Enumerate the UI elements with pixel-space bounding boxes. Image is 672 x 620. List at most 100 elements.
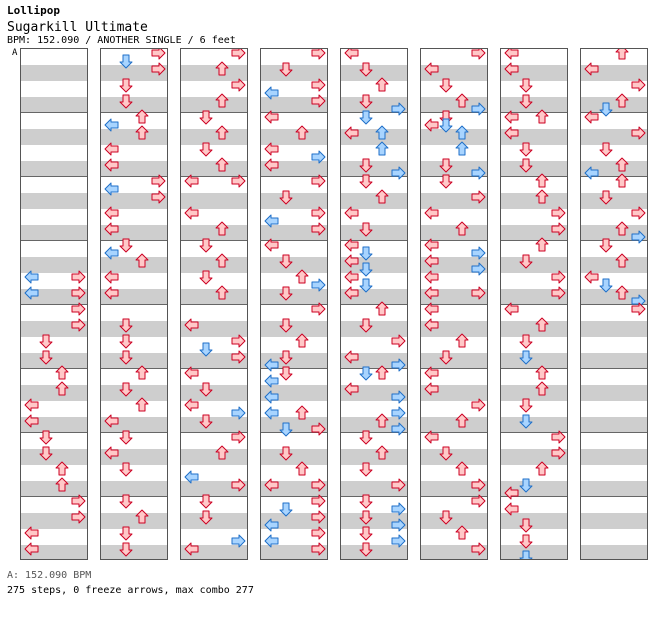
measure-line [581, 240, 647, 241]
measure-line [581, 432, 647, 433]
arrow-down-icon [599, 238, 613, 253]
measure-line [101, 112, 167, 113]
arrow-right-icon [471, 49, 486, 60]
beat-stripe [501, 289, 567, 305]
arrow-up-icon [535, 365, 549, 380]
notes-layer [584, 49, 646, 316]
measure-line [421, 240, 487, 241]
beat-stripe [581, 193, 647, 209]
chart-info: BPM: 152.090 / ANOTHER SINGLE / 6 feet [7, 35, 236, 46]
arrow-left-icon [104, 142, 119, 156]
beat-stripe [421, 97, 487, 113]
arrow-down-icon [359, 494, 373, 509]
beat-stripe [341, 513, 407, 529]
beat-stripe [341, 321, 407, 337]
arrow-right-icon [471, 398, 486, 412]
arrow-left-icon [424, 318, 439, 332]
notes-layer [424, 49, 486, 556]
arrow-right-icon [391, 166, 406, 180]
arrow-right-icon [391, 102, 406, 116]
arrow-down-icon [359, 246, 373, 261]
measure-line [581, 176, 647, 177]
arrow-up-icon [375, 141, 389, 156]
beat-stripe [101, 353, 167, 369]
arrow-right-icon [471, 542, 486, 556]
arrow-down-icon [439, 510, 453, 525]
beat-stripe [101, 257, 167, 273]
beat-stripe [101, 481, 167, 497]
arrow-up-icon [295, 405, 309, 420]
beat-stripe [21, 257, 87, 273]
arrow-up-icon [535, 317, 549, 332]
arrow-down-icon [279, 286, 293, 301]
beat-stripe [421, 417, 487, 433]
measure-line [181, 112, 247, 113]
arrow-up-icon [535, 381, 549, 396]
arrow-down-icon [39, 446, 53, 461]
beat-stripe [21, 353, 87, 369]
arrow-right-icon [471, 166, 486, 180]
arrow-down-icon [119, 430, 133, 445]
arrow-right-icon [471, 478, 486, 492]
beat-stripe [581, 385, 647, 401]
arrow-left-icon [264, 214, 279, 228]
arrow-left-icon [504, 302, 519, 316]
measure-line [261, 432, 327, 433]
arrow-left-icon [184, 366, 199, 380]
arrow-right-icon [551, 430, 566, 444]
arrow-left-icon [504, 62, 519, 76]
arrow-down-icon [519, 158, 533, 173]
song-title: Lollipop [7, 4, 60, 17]
arrow-right-icon [151, 190, 166, 204]
arrow-down-icon [119, 462, 133, 477]
beat-stripe [421, 513, 487, 529]
arrow-up-icon [535, 237, 549, 252]
arrow-right-icon [71, 270, 86, 284]
arrow-left-icon [184, 206, 199, 220]
arrow-up-icon [215, 93, 229, 108]
measure-line [421, 496, 487, 497]
notes-layer [264, 49, 326, 556]
arrow-right-icon [231, 430, 246, 444]
arrow-down-icon [199, 382, 213, 397]
arrow-right-icon [311, 542, 326, 556]
arrow-left-icon [264, 534, 279, 548]
chart-column-6 [420, 48, 488, 560]
arrow-down-icon [199, 110, 213, 125]
arrow-up-icon [375, 301, 389, 316]
measure-line [181, 304, 247, 305]
arrow-down-icon [519, 254, 533, 269]
beat-stripe [501, 513, 567, 529]
arrow-up-icon [295, 461, 309, 476]
beat-stripe [501, 385, 567, 401]
beat-stripe [261, 225, 327, 241]
beat-stripe [21, 513, 87, 529]
arrow-up-icon [135, 125, 149, 140]
arrow-right-icon [631, 78, 646, 92]
beat-stripe [21, 129, 87, 145]
beat-stripe [341, 65, 407, 81]
arrow-down-icon [439, 350, 453, 365]
arrow-left-icon [264, 358, 279, 372]
measure-line [581, 112, 647, 113]
beat-stripe [501, 161, 567, 177]
arrow-down-icon [359, 462, 373, 477]
beat-stripe [421, 353, 487, 369]
arrow-left-icon [24, 398, 39, 412]
arrow-up-icon [375, 189, 389, 204]
arrow-down-icon [119, 494, 133, 509]
beat-stripe [501, 417, 567, 433]
beat-stripe [581, 97, 647, 113]
bpm-line: A: 152.090 BPM [7, 570, 92, 581]
arrow-right-icon [311, 78, 326, 92]
arrow-down-icon [359, 222, 373, 237]
arrow-left-icon [264, 158, 279, 172]
beat-stripe [101, 193, 167, 209]
arrow-left-icon [264, 478, 279, 492]
arrow-left-icon [424, 206, 439, 220]
measure-line [101, 496, 167, 497]
beat-stripe [421, 161, 487, 177]
beat-stripe [21, 321, 87, 337]
beat-stripe [421, 193, 487, 209]
beat-stripe [101, 321, 167, 337]
